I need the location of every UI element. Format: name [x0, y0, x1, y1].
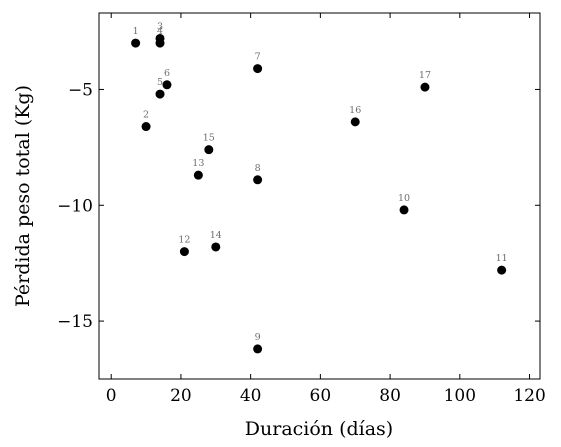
point-label: 1: [133, 26, 139, 37]
data-point: [253, 344, 263, 354]
data-point: [350, 117, 360, 127]
data-point: [253, 175, 263, 185]
y-tick-label: −10: [57, 196, 93, 216]
x-tick-label: 0: [106, 386, 117, 406]
data-point: [420, 82, 430, 92]
x-axis-title: Duración (días): [245, 418, 393, 440]
x-tick-label: 20: [170, 386, 192, 406]
point-label: 17: [419, 70, 431, 81]
point-label: 10: [398, 193, 410, 204]
x-tick-label: 80: [379, 386, 401, 406]
y-tick-label: −15: [57, 312, 93, 332]
point-label: 3: [157, 21, 163, 32]
point-label: 5: [157, 77, 163, 88]
data-point: [155, 89, 165, 99]
y-tick-label: −5: [68, 80, 93, 100]
point-label: 15: [203, 133, 215, 144]
point-label: 6: [164, 68, 170, 79]
point-label: 12: [178, 235, 190, 246]
point-label: 7: [255, 52, 261, 63]
data-point: [162, 80, 172, 90]
y-axis-title: Pérdida peso total (Kg): [12, 85, 34, 307]
point-label: 14: [210, 230, 222, 241]
point-label: 11: [496, 253, 508, 264]
data-point: [131, 38, 141, 48]
data-point: [497, 265, 507, 275]
data-point: [141, 122, 151, 132]
axis-ticks: 0 20 40 60 80 100 120 −5 −10 −15: [57, 13, 546, 406]
data-point: [399, 205, 409, 215]
x-tick-label: 100: [444, 386, 476, 406]
point-label: 8: [255, 163, 261, 174]
point-label: 4: [157, 26, 163, 37]
point-label: 13: [192, 158, 204, 169]
point-label: 16: [349, 105, 361, 116]
x-tick-label: 60: [310, 386, 332, 406]
data-point: [211, 242, 221, 252]
point-label: 2: [143, 110, 149, 121]
x-tick-label: 40: [240, 386, 262, 406]
point-label: 9: [255, 332, 261, 343]
data-point: [155, 38, 165, 48]
data-point: [179, 247, 189, 257]
x-tick-label: 120: [513, 386, 545, 406]
data-point: [253, 64, 263, 74]
plot-frame: [98, 12, 541, 380]
data-point: [193, 170, 203, 180]
data-point: [204, 145, 214, 155]
